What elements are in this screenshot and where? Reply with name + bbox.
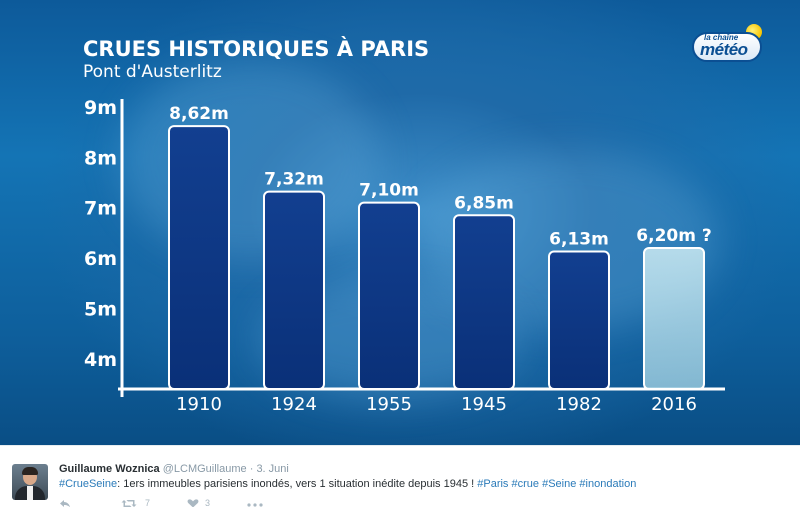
author-name[interactable]: Guillaume Woznica bbox=[59, 463, 160, 475]
avatar-hair bbox=[22, 467, 38, 475]
y-tick-label: 5m bbox=[84, 298, 117, 320]
bar bbox=[168, 125, 230, 390]
logo-small-text: la chaîne bbox=[704, 33, 739, 42]
retweet-icon[interactable] bbox=[121, 499, 137, 507]
tweet-header: Guillaume Woznica @LCMGuillaume · 3. Jun… bbox=[59, 463, 289, 475]
background-haze bbox=[120, 60, 380, 260]
chart-image[interactable]: CRUES HISTORIQUES À PARIS Pont d'Austerl… bbox=[0, 0, 800, 445]
bar bbox=[548, 250, 610, 390]
data-label: 6,85m bbox=[454, 193, 514, 213]
hashtag-link[interactable]: #inondation bbox=[579, 478, 637, 490]
tweet[interactable]: Guillaume Woznica @LCMGuillaume · 3. Jun… bbox=[0, 445, 800, 507]
y-tick-label: 4m bbox=[84, 349, 117, 371]
bar bbox=[263, 190, 325, 390]
y-tick-label: 8m bbox=[84, 147, 117, 169]
y-tick-label: 9m bbox=[84, 97, 117, 119]
data-label: 6,20m ? bbox=[636, 226, 711, 246]
y-tick-label: 6m bbox=[84, 248, 117, 270]
logo-badge bbox=[692, 32, 762, 62]
bar bbox=[358, 201, 420, 390]
more-icon[interactable] bbox=[247, 500, 263, 507]
like-icon[interactable] bbox=[187, 499, 199, 507]
bar bbox=[453, 214, 515, 390]
author-handle[interactable]: @LCMGuillaume bbox=[162, 463, 247, 475]
separator: · bbox=[249, 463, 254, 475]
tweet-date[interactable]: 3. Juni bbox=[256, 463, 289, 475]
bar-chart: 4m 5m 6m 7m 8m 9m 8,62m 1910 7,32m 1924 7,10m 1955 6… bbox=[84, 97, 711, 415]
x-tick-label: 1924 bbox=[271, 394, 317, 415]
avatar[interactable] bbox=[12, 464, 48, 500]
avatar-shirt bbox=[27, 486, 33, 500]
tweet-text: #CrueSeine: 1ers immeubles parisiens ino… bbox=[59, 478, 636, 490]
hashtag-link[interactable]: #crue bbox=[511, 478, 540, 490]
bar bbox=[643, 247, 705, 390]
x-tick-label: 1982 bbox=[556, 394, 602, 415]
data-label: 7,32m bbox=[264, 170, 324, 190]
chart-title: CRUES HISTORIQUES À PARIS bbox=[83, 37, 430, 61]
hashtag-link[interactable]: #Seine bbox=[542, 478, 577, 490]
hashtag-link[interactable]: #Paris bbox=[477, 478, 509, 490]
y-tick-label: 7m bbox=[84, 198, 117, 220]
data-label: 6,13m bbox=[549, 230, 609, 250]
hashtag-link[interactable]: #CrueSeine bbox=[59, 478, 118, 490]
x-tick-label: 1955 bbox=[366, 394, 412, 415]
retweet-count: 7 bbox=[145, 498, 151, 507]
x-tick-label: 1945 bbox=[461, 394, 507, 415]
like-count: 3 bbox=[205, 498, 211, 507]
x-tick-label: 1910 bbox=[176, 394, 222, 415]
logo-main-text: météo bbox=[700, 40, 748, 59]
x-tick-label: 2016 bbox=[651, 394, 697, 415]
tweet-text-segment: : 1ers immeubles parisiens inondés, vers… bbox=[117, 478, 478, 490]
data-label: 8,62m bbox=[169, 104, 229, 124]
data-label: 7,10m bbox=[359, 181, 419, 201]
reply-icon[interactable] bbox=[59, 499, 71, 507]
meteo-logo: la chaîne météo bbox=[692, 22, 764, 68]
chart-subtitle: Pont d'Austerlitz bbox=[83, 62, 222, 82]
